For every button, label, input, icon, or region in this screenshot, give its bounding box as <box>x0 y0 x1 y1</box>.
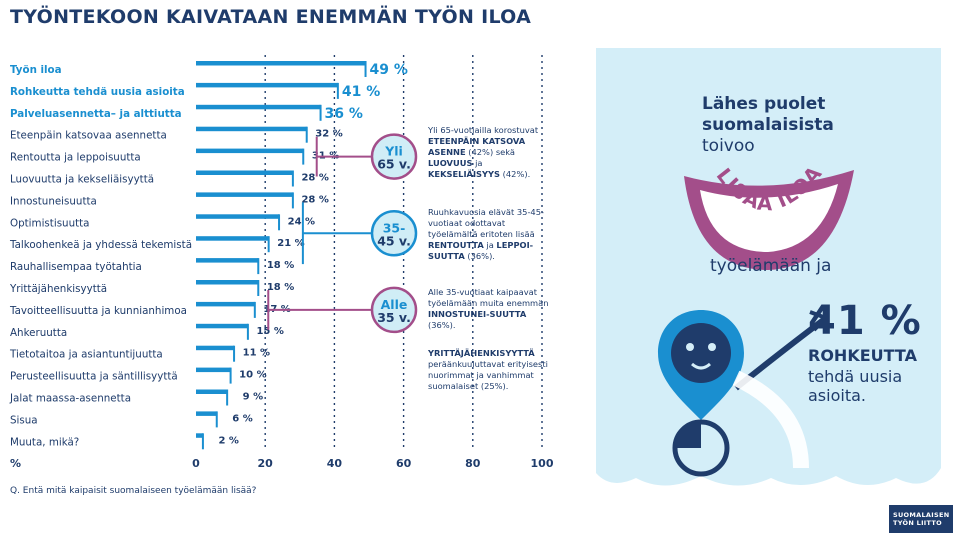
value-label: 32 % <box>315 129 342 140</box>
bar <box>196 192 293 197</box>
panel-line-bold: ROHKEUTTA <box>808 346 917 365</box>
category-label: Talkoohenkeä ja yhdessä tekemistä <box>9 239 192 251</box>
panel-big-percent: 41 % <box>808 298 922 344</box>
bar <box>196 280 259 285</box>
age-badge-line1: Yli <box>384 144 403 159</box>
value-label: 18 % <box>267 282 294 293</box>
value-label: 9 % <box>243 392 263 403</box>
value-label: 10 % <box>239 370 266 381</box>
value-label: 18 % <box>267 260 294 271</box>
mouth-inner <box>700 184 838 252</box>
value-label: 2 % <box>218 435 238 446</box>
callout-35-45: Ruuhkavuosia elävät 35-45-vuotiaat odott… <box>428 207 544 261</box>
age-badge-line2: 65 v. <box>377 157 411 172</box>
bar <box>196 411 217 416</box>
category-label: Luovuutta ja kekseliäisyyttä <box>10 174 154 186</box>
bar <box>196 433 203 438</box>
category-label: Palveluasennetta– ja alttiutta <box>10 108 182 120</box>
panel-heading: Lähes puolet suomalaisista toivoo <box>702 94 852 157</box>
value-label: 28 % <box>301 194 328 205</box>
category-label: Ahkeruutta <box>10 327 67 339</box>
bar <box>196 301 255 307</box>
value-label: 41 % <box>342 84 380 100</box>
category-label: Rohkeutta tehdä uusia asioita <box>10 86 185 98</box>
category-label: Innostuneisuutta <box>10 195 97 207</box>
bar <box>196 214 280 219</box>
panel-heading-bold: Lähes puolet suomalaisista <box>702 94 834 135</box>
category-label: Eteenpäin katsovaa asennetta <box>10 130 167 142</box>
x-tick-label: 60 <box>396 457 412 470</box>
page-title: TYÖNTEKOON KAIVATAAN ENEMMÄN TYÖN ILOA <box>10 6 532 28</box>
bar <box>196 367 231 373</box>
age-badge-line2: 45 v. <box>377 233 411 248</box>
age-badge-line1: 35- <box>383 220 406 235</box>
value-label: 21 % <box>277 238 304 249</box>
callout-entrepreneurship: YRITTÄJÄHENKISYYTTÄ peräänkuuluttavat er… <box>428 348 548 391</box>
bar-chart: 0 20 40 60 80 100% Työn iloa 49 % Rohkeutta tehd… <box>9 55 554 470</box>
bar <box>196 170 293 175</box>
category-label: Tietotaitoa ja asiantuntijuutta <box>9 349 163 361</box>
x-tick-label: 80 <box>465 457 481 470</box>
x-tick-label: 100 <box>531 457 554 470</box>
organization-logo: SUOMALAISEN TYÖN LIITTO <box>889 505 953 533</box>
category-label: Rentoutta ja leppoisuutta <box>10 152 141 164</box>
callout-over-65: Yli 65-vuotiailla korostuvat ETEENPÄIN K… <box>428 125 539 179</box>
category-label: Yrittäjähenkisyyttä <box>9 283 107 295</box>
category-label: Optimistisuutta <box>10 217 90 229</box>
callout-under-35: Alle 35-vuotiaat kaipaavat työelämään mu… <box>428 287 549 330</box>
category-label: Jalat maassa-asennetta <box>9 393 131 405</box>
age-badge-line2: 35 v. <box>377 310 411 325</box>
value-label: 6 % <box>232 413 252 424</box>
value-label: 15 % <box>256 326 283 337</box>
illustration-panel: LISÄÄ ILOA <box>596 48 941 486</box>
category-label: Sisua <box>10 414 38 426</box>
panel-line-normal: tehdä uusia asioita. <box>808 367 903 405</box>
bar <box>196 82 338 88</box>
x-tick-label: 40 <box>327 457 343 470</box>
category-label: Rauhallisempaa työtahtia <box>10 261 142 273</box>
lion-icon <box>658 310 828 477</box>
bar <box>196 104 321 110</box>
category-label: Perusteellisuutta ja säntillisyyttä <box>10 371 178 383</box>
panel-subtext: työelämään ja <box>710 256 832 276</box>
logo-line-2: TYÖN LIITTO <box>893 519 942 527</box>
bar <box>196 148 304 154</box>
bar <box>196 258 259 263</box>
age-badge <box>370 133 418 180</box>
category-label: Muuta, mikä? <box>10 436 79 448</box>
x-tick-label: 20 <box>258 457 274 470</box>
bar <box>196 323 248 329</box>
value-label: 36 % <box>325 106 363 122</box>
age-badge <box>370 286 418 334</box>
value-label: 28 % <box>301 173 328 184</box>
question-note: Q. Entä mitä kaipaisit suomalaiseen työe… <box>10 486 257 496</box>
age-badge-line1: Alle <box>381 297 408 312</box>
bar <box>196 389 228 394</box>
category-label: Työn iloa <box>10 64 62 76</box>
panel-heading-normal: toivoo <box>702 136 755 156</box>
value-label: 24 % <box>288 216 315 227</box>
logo-line-1: SUOMALAISEN <box>893 511 950 519</box>
value-label: 11 % <box>243 348 270 359</box>
category-label: Tavoitteellisuutta ja kunnianhimoa <box>9 305 187 317</box>
value-label: 49 % <box>370 62 408 78</box>
bar <box>196 345 235 351</box>
age-badge <box>370 210 418 257</box>
x-tick-label: 0 <box>192 457 200 470</box>
bar <box>196 61 366 66</box>
bar <box>196 126 307 132</box>
x-axis-label: % <box>10 457 21 470</box>
bar <box>196 236 269 241</box>
